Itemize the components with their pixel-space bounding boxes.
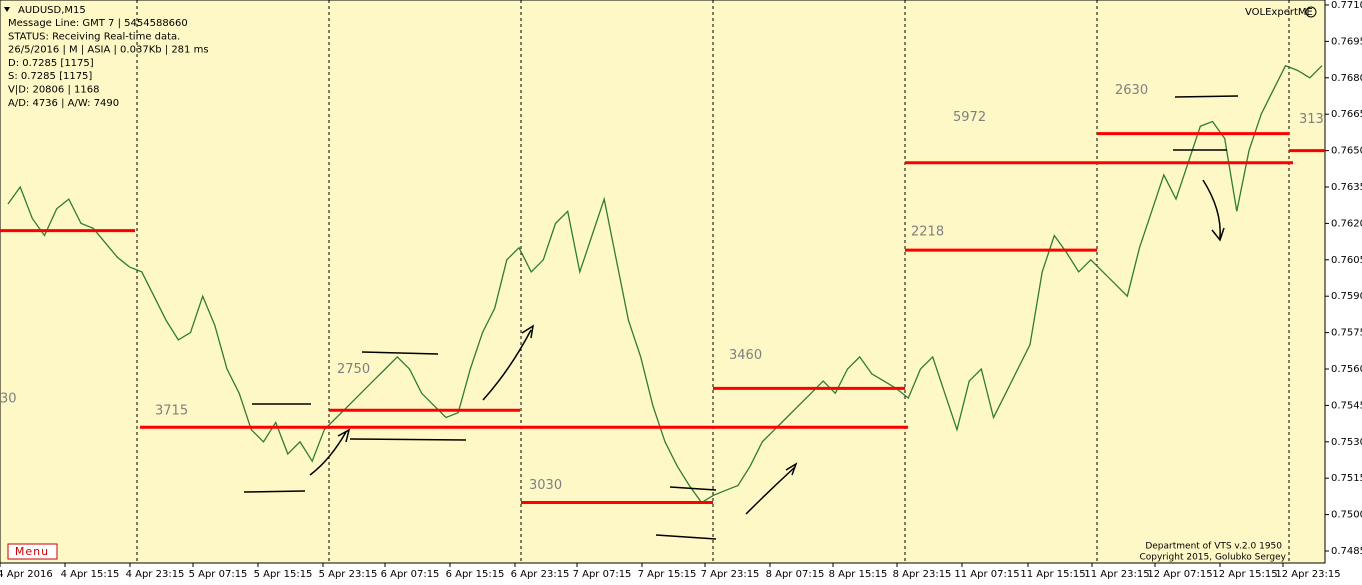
level-label: 3460 <box>729 348 762 363</box>
x-tick-label: 11 Apr 15:15 <box>1020 569 1085 580</box>
x-tick-label: 11 Apr 07:15 <box>954 569 1019 580</box>
y-tick-label: 0.7575 <box>1331 328 1362 339</box>
x-tick-label: 8 Apr 07:15 <box>766 569 825 580</box>
footer-line: Copyright 2015, Golubko Sergey <box>1140 553 1287 563</box>
info-line: Message Line: GMT 7 | 5454588660 <box>8 18 188 29</box>
info-panel: Message Line: GMT 7 | 5454588660 STATUS: … <box>8 18 209 109</box>
info-line: A/D: 4736 | A/W: 7490 <box>8 98 119 109</box>
x-tick-label: 6 Apr 23:15 <box>511 569 570 580</box>
y-tick-label: 0.7485 <box>1331 546 1362 557</box>
x-tick-label: 7 Apr 07:15 <box>573 569 632 580</box>
x-tick-label: 12 Apr 07:15 <box>1147 569 1212 580</box>
y-tick-label: 0.7695 <box>1331 36 1362 47</box>
y-tick-label: 0.7635 <box>1331 182 1362 193</box>
level-label: 3030 <box>529 478 562 493</box>
hand-drawn-annotations <box>243 95 1239 540</box>
plot-area <box>0 0 1326 564</box>
cut-label: 30 <box>0 392 17 407</box>
x-tick-label: 12 Apr 15:15 <box>1212 569 1277 580</box>
symbol: AUDUSD,M15 <box>18 5 86 16</box>
x-tick-label: 8 Apr 15:15 <box>829 569 888 580</box>
level-label: 313 <box>1299 112 1324 127</box>
x-tick-label: 5 Apr 23:15 <box>319 569 378 580</box>
x-tick-label: 8 Apr 23:15 <box>893 569 952 580</box>
x-tick-label: 5 Apr 07:15 <box>189 569 248 580</box>
x-tick-label: 4 Apr 2016 <box>0 569 53 580</box>
x-tick-label: 4 Apr 23:15 <box>126 569 185 580</box>
x-tick-label: 7 Apr 15:15 <box>638 569 697 580</box>
y-tick-label: 0.7545 <box>1331 400 1362 411</box>
session-separators <box>136 0 1290 563</box>
price-line <box>7 64 1323 504</box>
x-tick-label: 4 Apr 15:15 <box>61 569 120 580</box>
info-line: S: 0.7285 [1175] <box>8 71 92 82</box>
level-label: 2218 <box>911 225 944 240</box>
level-label: 2630 <box>1115 83 1148 98</box>
x-tick-label: 5 Apr 15:15 <box>254 569 313 580</box>
level-label: 2750 <box>337 362 370 377</box>
level-label: 3715 <box>155 404 188 419</box>
level-label: 5972 <box>953 110 986 125</box>
y-tick-label: 0.7665 <box>1331 109 1362 120</box>
x-tick-label: 7 Apr 23:15 <box>701 569 760 580</box>
smiley-icon <box>1305 6 1317 18</box>
info-line: D: 0.7285 [1175] <box>8 58 94 69</box>
symbol-arrow <box>4 7 10 12</box>
info-line: V|D: 20806 | 1168 <box>8 85 99 96</box>
y-tick-label: 0.7605 <box>1331 255 1362 266</box>
x-tick-label: 11 Apr 23:15 <box>1084 569 1149 580</box>
menu-label[interactable]: Menu <box>15 545 49 558</box>
menu-button[interactable] <box>7 543 58 560</box>
x-tick-label: 12 Apr 23:15 <box>1275 569 1340 580</box>
info-line: STATUS: Receiving Real-time data. <box>8 31 180 42</box>
x-tick-label: 6 Apr 07:15 <box>381 569 440 580</box>
x-tick-label: 6 Apr 15:15 <box>446 569 505 580</box>
info-line: 26/5/2016 | M | ASIA | 0.037Kb | 281 ms <box>8 45 209 56</box>
footer-line: Department of VTS v.2.0 1950 <box>1145 542 1282 552</box>
y-tick-label: 0.7515 <box>1331 473 1362 484</box>
indicator-name: VOLExpertME <box>1245 7 1313 18</box>
